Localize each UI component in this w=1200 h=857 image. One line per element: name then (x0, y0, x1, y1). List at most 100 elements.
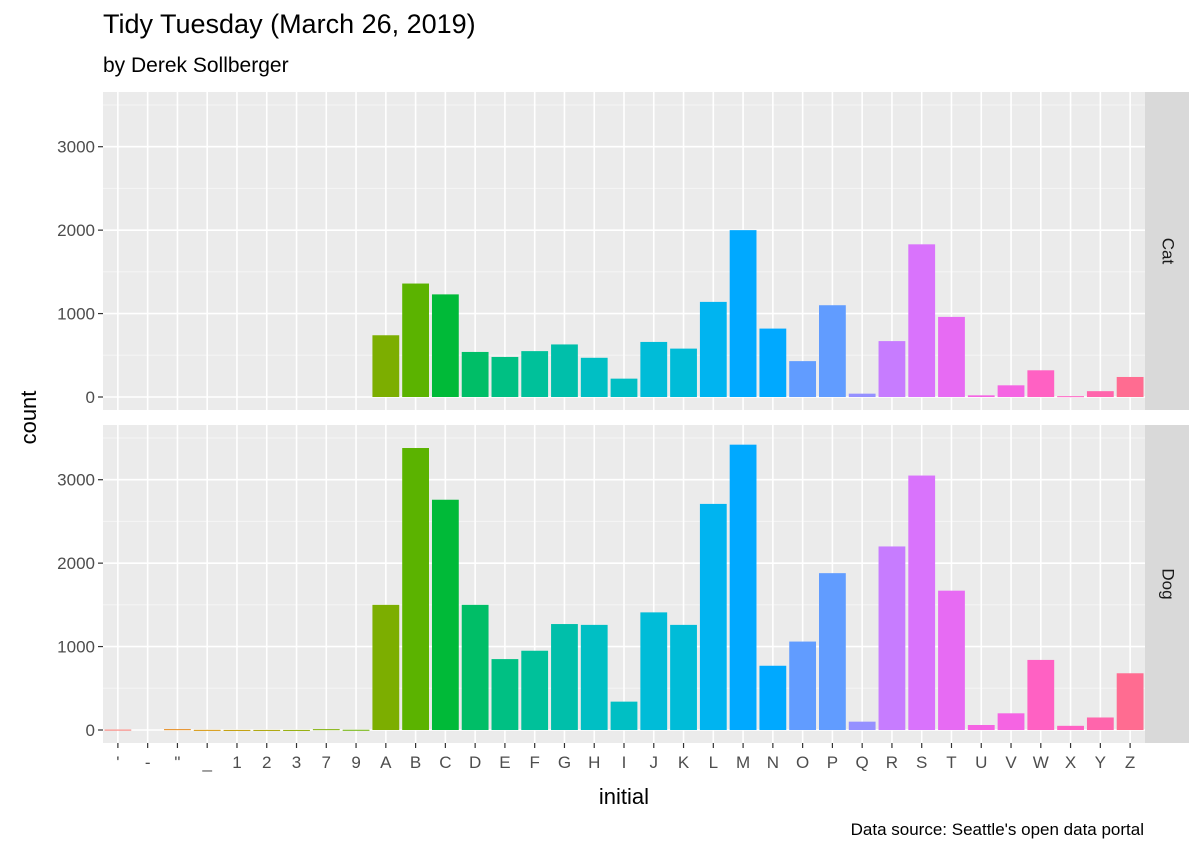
x-tick-label-2: 2 (262, 753, 271, 772)
x-tick-label-b: B (410, 753, 421, 772)
y-axis-title: count (16, 391, 41, 445)
y-tick-label-cat: 0 (86, 388, 95, 407)
bar-dog-z (1116, 673, 1144, 730)
bar-dog-1 (223, 729, 251, 731)
x-axis-title: initial (599, 784, 649, 809)
facet-strip-dog (1145, 425, 1189, 743)
y-tick-label-cat: 3000 (57, 138, 95, 157)
bar-cat-d (461, 351, 489, 397)
x-tick-label-1: 1 (232, 753, 241, 772)
x-tick-label-k: K (678, 753, 690, 772)
bar-dog-2 (253, 729, 281, 731)
bar-dog-r (878, 546, 906, 730)
x-tick-label-h: H (588, 753, 600, 772)
x-tick-label-u: U (975, 753, 987, 772)
x-tick-label-r: R (886, 753, 898, 772)
bar-dog-b (402, 448, 429, 730)
x-tick-label-e: E (499, 753, 510, 772)
bar-cat-f (521, 351, 549, 397)
x-tick-label-d: D (469, 753, 481, 772)
x-tick-label-f: F (529, 753, 539, 772)
bar-dog-underscore (193, 729, 221, 731)
bar-dog-g (551, 624, 578, 730)
x-tick-label-z: Z (1125, 753, 1135, 772)
bar-cat-x (1057, 396, 1084, 398)
bar-cat-k (670, 348, 697, 397)
bar-dog-p (819, 573, 846, 730)
bar-dog-j (640, 612, 668, 730)
bar-cat-w (1027, 370, 1055, 397)
bar-dog-c (431, 499, 459, 730)
bar-cat-c (431, 294, 459, 397)
bar-dog-o (789, 641, 817, 730)
bar-dog-quote (164, 729, 191, 731)
bar-dog-x (1057, 725, 1084, 730)
bar-dog-apostrophe (104, 729, 132, 731)
y-tick-label-dog: 0 (86, 721, 95, 740)
x-tick-label-w: W (1033, 753, 1049, 772)
bar-dog-h (580, 624, 608, 730)
bar-dog-s (908, 475, 936, 730)
x-tick-label-hyphen: - (145, 753, 151, 772)
bar-cat-y (1086, 391, 1114, 397)
bar-cat-t (938, 316, 965, 397)
x-tick-label-p: P (827, 753, 838, 772)
bar-dog-t (938, 590, 965, 730)
bar-dog-u (967, 724, 995, 730)
bar-cat-s (908, 244, 936, 397)
bar-cat-a (372, 335, 400, 397)
bar-dog-l (699, 503, 727, 730)
x-tick-label-l: L (709, 753, 718, 772)
x-tick-label-7: 7 (322, 753, 331, 772)
x-tick-label-s: S (916, 753, 927, 772)
bar-cat-z (1116, 376, 1144, 397)
bar-dog-e (491, 659, 519, 730)
x-tick-label-c: C (439, 753, 451, 772)
bar-cat-j (640, 341, 668, 397)
x-tick-label-q: Q (856, 753, 869, 772)
chart-subtitle: by Derek Sollberger (103, 54, 289, 77)
bar-dog-7 (312, 729, 340, 731)
bar-cat-m (729, 230, 757, 397)
bar-dog-a (372, 604, 400, 730)
facet-strip-label-cat: Cat (1159, 238, 1178, 265)
y-tick-label-cat: 1000 (57, 305, 95, 324)
chart-title: Tidy Tuesday (March 26, 2019) (103, 9, 476, 39)
y-tick-label-dog: 1000 (57, 638, 95, 657)
bar-dog-v (997, 713, 1025, 730)
x-tick-label-apostrophe: ' (116, 753, 119, 772)
x-tick-label-n: N (767, 753, 779, 772)
bar-cat-e (491, 356, 519, 397)
y-tick-label-dog: 3000 (57, 471, 95, 490)
bar-dog-n (759, 665, 787, 730)
x-tick-label-t: T (946, 753, 956, 772)
bar-dog-k (670, 624, 697, 730)
bar-cat-p (819, 305, 846, 397)
bar-dog-w (1027, 659, 1055, 730)
bar-cat-i (610, 378, 638, 397)
x-tick-label-o: O (796, 753, 809, 772)
bar-cat-h (580, 357, 608, 397)
bar-cat-o (789, 361, 817, 397)
y-tick-label-cat: 2000 (57, 221, 95, 240)
y-tick-label-dog: 2000 (57, 554, 95, 573)
bar-dog-3 (283, 729, 310, 731)
bar-cat-b (402, 283, 429, 397)
bar-dog-9 (342, 729, 370, 731)
x-tick-label-3: 3 (292, 753, 301, 772)
x-tick-label-underscore: _ (201, 753, 212, 772)
x-tick-label-i: I (622, 753, 627, 772)
bar-dog-m (729, 444, 757, 730)
x-tick-label-9: 9 (351, 753, 360, 772)
bar-cat-r (878, 341, 906, 397)
x-tick-label-x: X (1065, 753, 1076, 772)
bar-cat-u (967, 395, 995, 397)
x-tick-label-a: A (380, 753, 392, 772)
bar-cat-g (551, 344, 578, 397)
bar-cat-l (699, 301, 727, 397)
bar-dog-y (1086, 717, 1114, 730)
chart-caption: Data source: Seattle's open data portal (850, 820, 1144, 839)
x-tick-label-m: M (736, 753, 750, 772)
bar-cat-n (759, 328, 787, 397)
